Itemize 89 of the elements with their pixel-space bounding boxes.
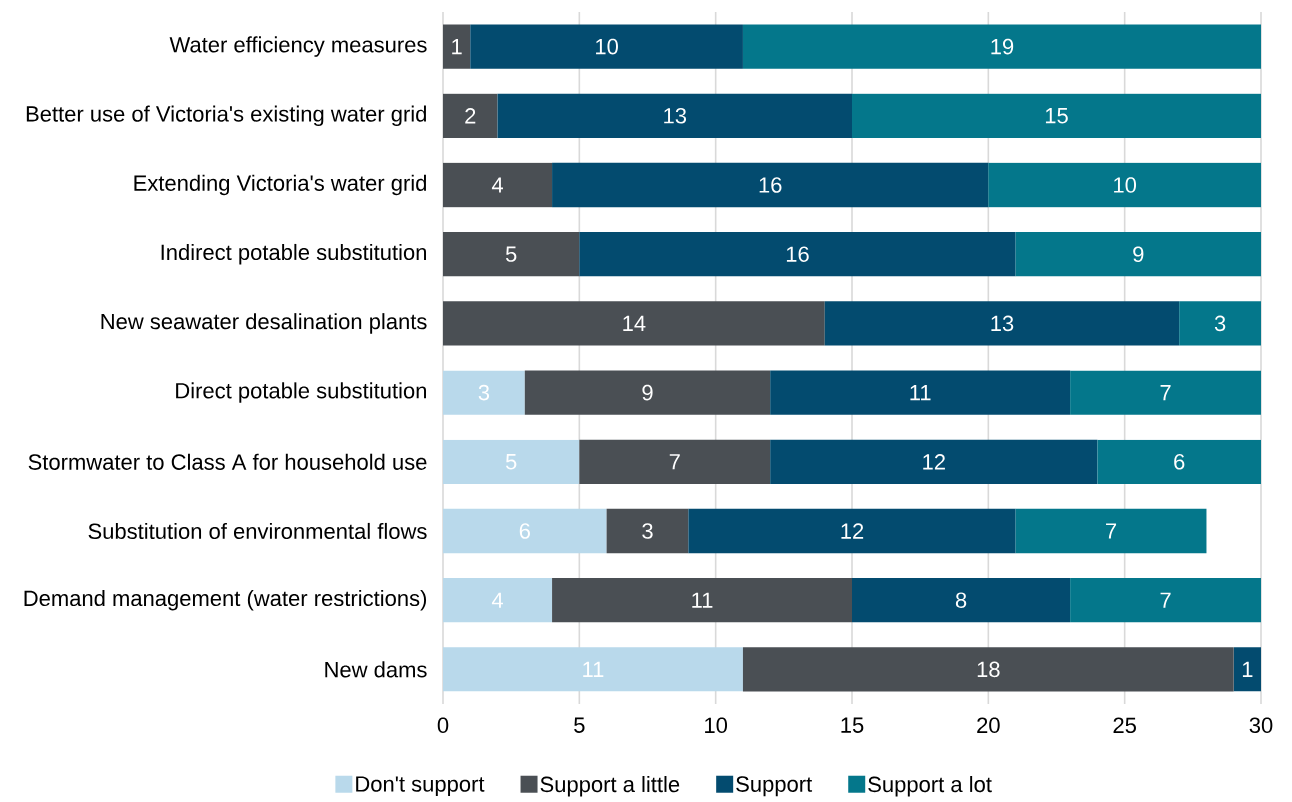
x-tick-label: 10: [705, 717, 728, 734]
data-label: 8: [955, 592, 967, 608]
legend-label: Support: [736, 776, 813, 797]
data-label: 9: [1133, 246, 1144, 262]
y-tick-label: Extending Victoria's water grid: [134, 174, 426, 196]
bar: [770, 370, 1071, 415]
y-tick-label: Direct potable substitution: [176, 382, 426, 403]
data-label: 1: [452, 39, 462, 55]
bar: [443, 508, 607, 554]
bar: [688, 508, 1016, 554]
data-label: 2: [465, 108, 476, 124]
data-label: 6: [519, 523, 530, 539]
data-label: 7: [1106, 523, 1117, 539]
bar: [852, 93, 1261, 138]
data-label: 3: [1214, 315, 1226, 332]
legend-label: Support a lot: [868, 776, 992, 797]
data-label: 13: [991, 315, 1014, 332]
bar: [443, 578, 553, 623]
bar: [443, 93, 498, 138]
data-label: 11: [583, 661, 604, 677]
bar: [443, 439, 580, 484]
bar: [579, 232, 1016, 277]
data-label: 11: [910, 385, 931, 401]
bar: [443, 162, 553, 208]
y-tick-label: Water efficiency measures: [169, 36, 427, 57]
data-label: 4: [491, 177, 504, 193]
bar: [770, 439, 1098, 484]
bar: [1233, 647, 1261, 692]
legend-label: Don't support: [356, 776, 485, 797]
data-label: 7: [669, 454, 680, 470]
bar: [1179, 301, 1261, 346]
y-tick-label: New seawater desalination plants: [101, 313, 427, 334]
data-label: 15: [1045, 108, 1068, 124]
bar: [443, 301, 825, 346]
data-label: 5: [505, 246, 517, 262]
y-tick-label: New dams: [325, 661, 427, 678]
bar: [988, 162, 1261, 208]
data-label: 18: [977, 661, 1000, 678]
x-tick-label: 15: [841, 717, 864, 733]
y-tick-label: Stormwater to Class A for household use: [28, 453, 427, 470]
bar: [443, 24, 471, 69]
bar: [1070, 370, 1261, 415]
bar: [524, 370, 771, 415]
bar: [497, 93, 852, 138]
data-label: 11: [692, 592, 713, 608]
y-tick-label: Substitution of environmental flows: [88, 522, 427, 540]
bar: [742, 647, 1234, 692]
data-label: 12: [923, 454, 945, 470]
x-tick-label: 0: [437, 717, 449, 734]
data-label: 10: [596, 38, 618, 55]
bar: [470, 24, 743, 69]
data-label: 1: [1242, 661, 1253, 677]
data-label: 7: [1160, 385, 1171, 401]
bar: [824, 301, 1180, 346]
x-tick-label: 25: [1113, 717, 1136, 734]
data-label: 10: [1114, 177, 1137, 193]
bar: [1015, 508, 1207, 554]
bar: [1097, 439, 1261, 484]
y-tick-label: Better use of Victoria's existing water grid: [26, 105, 426, 127]
bar: [443, 232, 580, 277]
bar: [579, 439, 771, 484]
data-label: 16: [786, 246, 809, 262]
bar: [1015, 232, 1261, 277]
data-label: 6: [1174, 454, 1185, 470]
data-label: 12: [841, 523, 864, 539]
data-label: 16: [759, 177, 782, 193]
data-label: 19: [991, 38, 1014, 55]
bar: [443, 647, 743, 692]
y-tick-label: Indirect potable substitution: [161, 243, 426, 265]
bar: [1070, 578, 1261, 623]
bar: [742, 24, 1261, 69]
data-label: 3: [642, 523, 653, 539]
y-tick-label: Demand management (water restrictions): [24, 589, 427, 611]
x-tick-label: 5: [574, 717, 585, 733]
data-label: 9: [642, 384, 653, 401]
data-label: 5: [505, 454, 517, 470]
data-label: 13: [664, 108, 687, 124]
legend-label: Support a little: [540, 776, 680, 797]
data-label: 14: [623, 315, 646, 331]
bar: [443, 370, 525, 415]
bar: [852, 578, 1071, 623]
bar: [552, 578, 852, 623]
x-tick-label: 20: [977, 717, 1000, 734]
data-label: 3: [478, 384, 490, 401]
x-tick-label: 30: [1249, 717, 1273, 734]
bar: [552, 162, 989, 208]
data-label: 7: [1160, 592, 1171, 608]
bar: [606, 508, 689, 554]
data-label: 4: [491, 592, 504, 608]
